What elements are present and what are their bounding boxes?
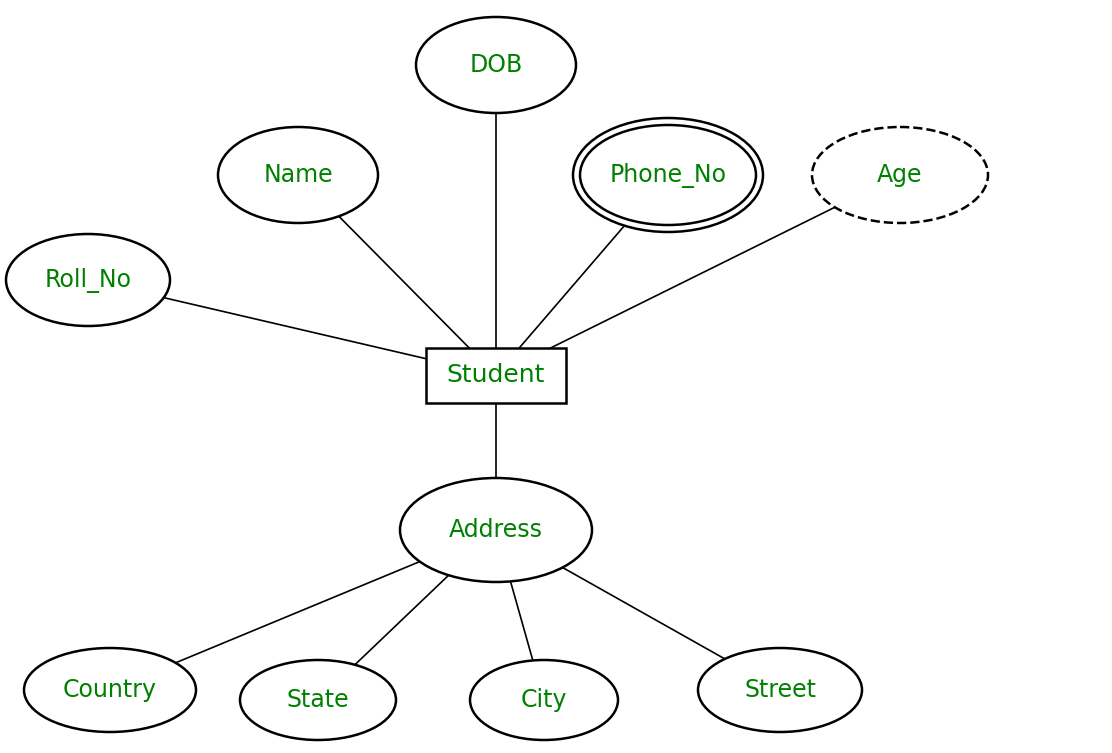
Ellipse shape	[240, 660, 396, 740]
Ellipse shape	[24, 648, 196, 732]
Ellipse shape	[218, 127, 378, 223]
Text: Address: Address	[449, 518, 543, 542]
Ellipse shape	[580, 125, 756, 225]
Text: DOB: DOB	[469, 53, 523, 77]
Text: Country: Country	[63, 678, 157, 702]
Text: Phone_No: Phone_No	[609, 163, 726, 187]
Ellipse shape	[573, 118, 763, 232]
Text: Name: Name	[264, 163, 332, 187]
Ellipse shape	[698, 648, 862, 732]
Text: Roll_No: Roll_No	[44, 267, 131, 292]
Ellipse shape	[6, 234, 170, 326]
Ellipse shape	[400, 478, 592, 582]
Text: State: State	[287, 688, 349, 712]
Text: Age: Age	[877, 163, 923, 187]
Text: City: City	[520, 688, 567, 712]
FancyBboxPatch shape	[426, 347, 566, 403]
Text: Student: Student	[447, 363, 545, 387]
Ellipse shape	[416, 17, 576, 113]
Ellipse shape	[470, 660, 618, 740]
Ellipse shape	[812, 127, 987, 223]
Text: Street: Street	[744, 678, 816, 702]
